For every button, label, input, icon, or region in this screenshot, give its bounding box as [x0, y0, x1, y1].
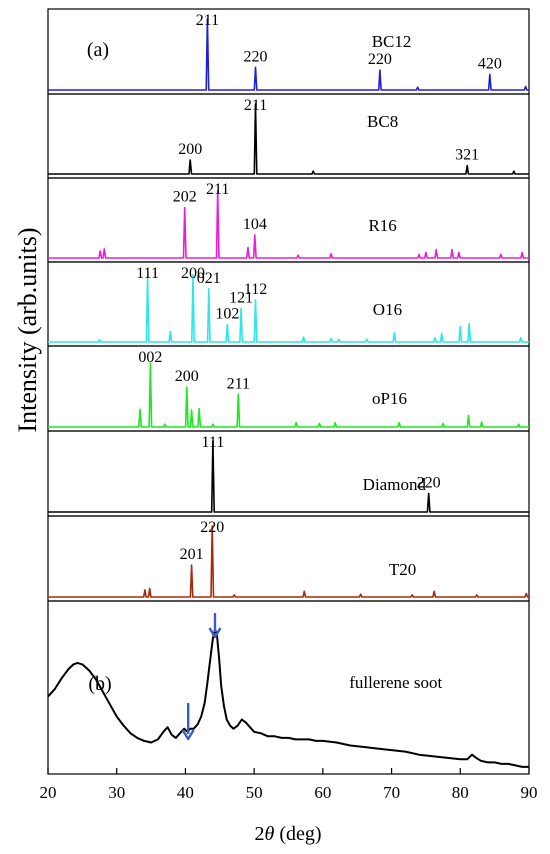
series-label: oP16: [372, 389, 407, 408]
peak-label: 211: [196, 12, 219, 29]
panel-frame: [47, 93, 530, 179]
series-label: BC8: [367, 112, 398, 131]
panel-frame: [47, 600, 530, 775]
peak-label: 202: [173, 189, 197, 206]
peak-label: 104: [243, 216, 267, 233]
panel-bc8: BC8 200 211 321: [47, 93, 530, 179]
peak-label: 200: [181, 265, 205, 282]
panel-label-a: (a): [87, 39, 109, 61]
x-axis-label-suffix: (deg): [274, 823, 321, 845]
experimental-line: [47, 628, 529, 768]
peak-label: 220: [368, 51, 392, 68]
peak-label: 211: [227, 375, 250, 392]
peak-label: 102: [215, 306, 239, 323]
x-tick-label: 60: [314, 783, 331, 802]
panel-diamond: Diamond 111 220: [47, 430, 530, 517]
experimental-label: fullerene soot: [349, 673, 442, 692]
peak-label: 420: [478, 55, 502, 72]
peak-label: 002: [138, 349, 162, 366]
x-tick-label: 70: [383, 783, 400, 802]
series-line: [48, 274, 529, 343]
peak-label: 200: [178, 141, 202, 158]
peak-label: 211: [244, 97, 267, 114]
peak-label: 321: [455, 147, 479, 164]
panel-frame: [47, 515, 530, 602]
x-tick-label: 90: [521, 783, 538, 802]
x-tick-label: 20: [40, 783, 57, 802]
y-axis-label-group: Intensity (arb.units): [13, 227, 42, 432]
panel-stack: BC12 211 220 220 420 BC8 200 211 321 R16 202 211 104…: [47, 8, 530, 775]
series-line: [48, 440, 529, 513]
peak-label: 220: [200, 519, 224, 536]
series-line: [48, 18, 529, 91]
panel-experimental: fullerene soot (b): [47, 600, 530, 775]
panel-t20: T20 201 220: [47, 515, 530, 602]
x-tick-label: 80: [452, 783, 469, 802]
peak-label: 201: [180, 546, 204, 563]
series-line: [48, 190, 529, 259]
peak-label: 111: [136, 265, 159, 282]
peak-label: 021: [197, 270, 221, 287]
panel-label-b: (b): [88, 673, 111, 695]
peak-label: 112: [244, 281, 267, 298]
peak-label: 211: [206, 181, 229, 198]
peak-arrow: [208, 613, 222, 639]
peak-label: 200: [175, 368, 199, 385]
panel-op16: oP16 002 200 211: [47, 345, 530, 432]
panel-frame: [47, 261, 530, 347]
series-line: [48, 525, 529, 598]
x-tick-label: 30: [108, 783, 125, 802]
peak-label: 220: [417, 475, 441, 492]
peak-label: 121: [229, 289, 253, 306]
series-label: R16: [368, 216, 396, 235]
x-axis: 20 30 40 50 60 70 80 90: [40, 768, 538, 802]
peak-arrow: [181, 703, 195, 741]
peak-label: 220: [244, 48, 268, 65]
x-axis-label-theta: θ: [264, 823, 274, 845]
panel-bc12: BC12 211 220 220 420: [47, 8, 530, 95]
arrow-head: [181, 729, 195, 741]
x-axis-label-group: 2θ (deg): [254, 823, 321, 845]
series-line: [48, 362, 529, 428]
panel-frame: [47, 430, 530, 517]
arrow-head: [208, 627, 222, 639]
x-tick-label: 50: [246, 783, 263, 802]
series-label: O16: [373, 300, 402, 319]
y-axis-label: Intensity (arb.units): [13, 227, 42, 432]
series-label: Diamond: [363, 475, 427, 494]
panel-frame: [47, 345, 530, 432]
peak-label: 111: [202, 434, 225, 451]
panel-frame: [47, 177, 530, 263]
panel-r16: R16 202 211 104: [47, 177, 530, 263]
x-axis-label-prefix: 2: [254, 823, 264, 845]
panel-frame: [47, 8, 530, 95]
series-label: BC12: [372, 32, 412, 51]
series-label: T20: [389, 560, 416, 579]
x-tick-label: 40: [177, 783, 194, 802]
x-axis-label: 2θ (deg): [254, 823, 321, 845]
series-line: [48, 103, 529, 175]
